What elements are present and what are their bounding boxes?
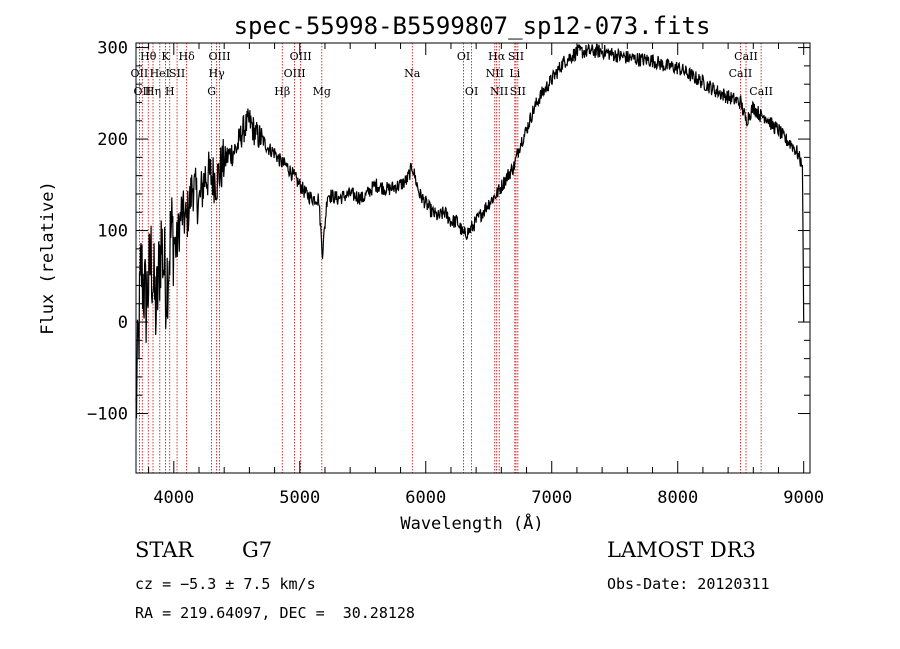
x-tick-label: 5000 <box>279 488 320 508</box>
line-marker-label: OIII <box>290 50 312 63</box>
line-marker-label: NII <box>486 67 504 80</box>
object-class: STAR <box>135 538 194 562</box>
plot-frame <box>135 42 811 474</box>
line-marker-label: K <box>161 50 170 63</box>
survey-name: LAMOST DR3 <box>607 538 756 562</box>
y-tick-label: 200 <box>97 130 128 150</box>
spectrum-series <box>135 43 805 419</box>
line-marker-label: Na <box>404 67 421 80</box>
line-marker-label: NII <box>490 85 508 98</box>
line-marker-label: SII <box>169 67 185 80</box>
line-marker-label: G <box>207 85 216 98</box>
line-marker-label: SII <box>508 50 524 63</box>
coordinates: RA = 219.64097, DEC = 30.28128 <box>135 604 415 622</box>
line-marker-label: Hθ <box>140 50 157 63</box>
x-tick-label: 8000 <box>657 488 698 508</box>
line-marker-label: Hα <box>488 50 506 63</box>
line-marker-label: Hη <box>145 85 161 98</box>
chart-title: spec-55998-B5599807_sp12-073.fits <box>234 12 711 40</box>
line-marker-label: CaII <box>734 50 758 63</box>
y-tick-label: 300 <box>97 39 128 59</box>
line-marker-label: Li <box>509 67 520 80</box>
line-marker-label: CaII <box>749 85 773 98</box>
line-marker-label: Hβ <box>274 85 290 98</box>
line-marker-label: HeI <box>150 67 170 80</box>
y-tick-label: −100 <box>87 405 128 425</box>
line-marker-labels: OII OII Hθ Hη HeI K H SII Hδ G Hγ OIII Hβ OIII OIII Mg N… <box>131 50 773 98</box>
y-axis-label: Flux (relative) <box>38 181 58 335</box>
obs-date: Obs-Date: 20120311 <box>607 575 770 593</box>
line-marker-label: OIII <box>284 67 306 80</box>
line-marker-label: SII <box>510 85 526 98</box>
line-marker-label: OII <box>131 67 149 80</box>
line-marker-label: H <box>165 85 175 98</box>
x-tick-label: 9000 <box>783 488 824 508</box>
line-marker-label: OII <box>133 85 151 98</box>
line-markers <box>139 43 762 473</box>
x-axis-ticks: 4000 5000 6000 7000 8000 9000 <box>148 43 824 508</box>
y-tick-label: 0 <box>118 313 128 333</box>
line-marker-label: CaII <box>729 67 753 80</box>
x-tick-label: 4000 <box>153 488 194 508</box>
line-marker-label: Hδ <box>179 50 196 63</box>
x-tick-label: 7000 <box>531 488 572 508</box>
x-tick-label: 6000 <box>405 488 446 508</box>
line-marker-label: Mg <box>313 85 331 98</box>
x-axis-label: Wavelength (Å) <box>400 512 543 534</box>
line-marker-label: OIII <box>208 50 230 63</box>
y-axis-ticks: −100 0 100 200 300 <box>87 39 810 425</box>
line-marker-label: OI <box>457 50 470 63</box>
subclass: G7 <box>242 538 273 562</box>
y-tick-label: 100 <box>97 222 128 242</box>
line-marker-label: Hγ <box>209 67 226 80</box>
line-marker-label: OI <box>465 85 478 98</box>
redshift-value: cz = −5.3 ± 7.5 km/s <box>135 575 316 593</box>
